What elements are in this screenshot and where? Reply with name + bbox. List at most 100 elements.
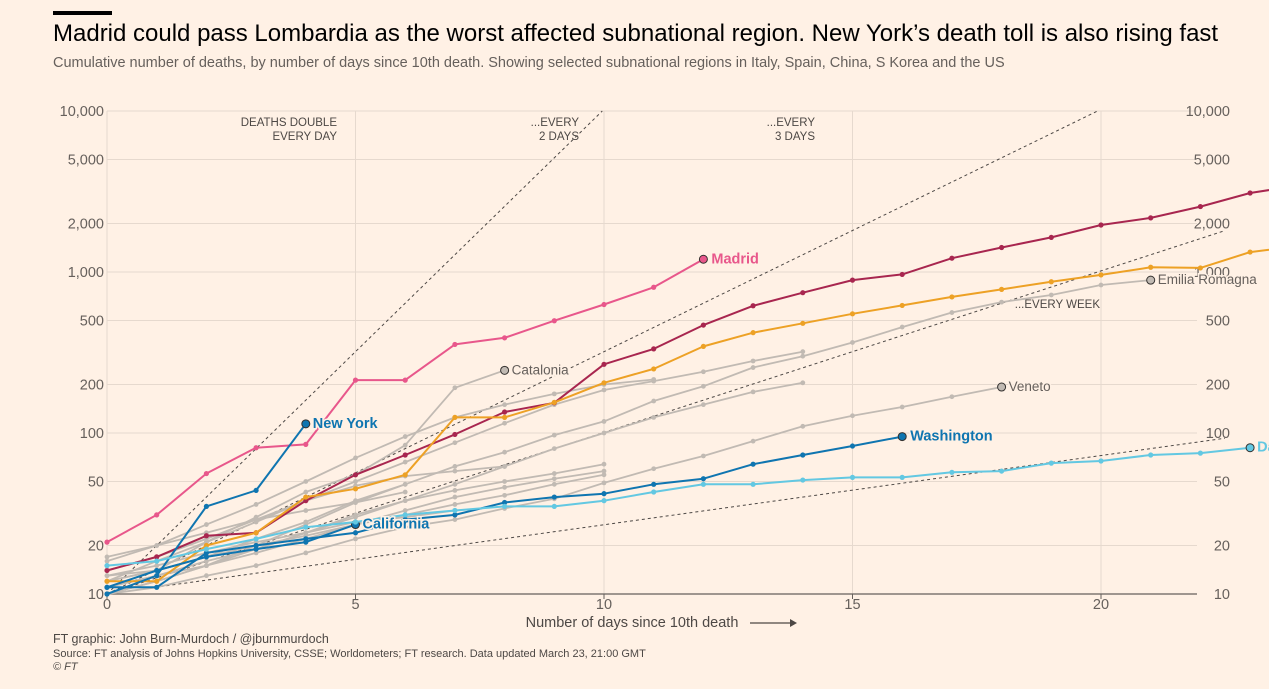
data-point xyxy=(402,377,408,383)
data-point xyxy=(800,380,806,386)
data-point xyxy=(502,464,507,469)
data-point xyxy=(1247,249,1253,255)
data-point xyxy=(800,290,806,296)
reference-line-label: DEATHS DOUBLE EVERY DAY xyxy=(241,117,338,143)
data-point xyxy=(452,502,458,507)
data-point xyxy=(303,550,309,556)
series-label-veneto: Veneto xyxy=(1009,379,1051,394)
data-point xyxy=(651,489,657,495)
data-point xyxy=(551,432,557,438)
y-tick-label-right: 10 xyxy=(1214,587,1230,603)
data-point xyxy=(154,567,160,574)
reference-line-label-line: DEATHS DOUBLE xyxy=(241,117,338,129)
y-tick-label-left: 20 xyxy=(88,539,104,555)
data-point xyxy=(551,494,557,500)
data-point xyxy=(750,330,756,336)
series-label-catalonia: Catalonia xyxy=(512,362,570,377)
data-point xyxy=(1148,452,1154,458)
data-point xyxy=(452,341,458,348)
data-point xyxy=(850,340,855,345)
data-point xyxy=(750,438,756,444)
data-point xyxy=(353,498,358,504)
data-point xyxy=(303,494,309,500)
data-point xyxy=(800,320,806,326)
data-point xyxy=(154,543,160,548)
series-new-york xyxy=(104,419,311,597)
series-end-marker xyxy=(500,365,510,375)
x-tick-label: 20 xyxy=(1093,597,1109,613)
data-point xyxy=(651,346,657,352)
reference-line-label: ...EVERY 3 DAYS xyxy=(767,117,816,143)
data-point xyxy=(203,542,209,549)
reference-line-label-line: EVERY DAY xyxy=(272,131,337,143)
data-point xyxy=(750,358,756,364)
data-point xyxy=(800,349,806,355)
series-end-marker xyxy=(997,382,1007,392)
data-point xyxy=(701,402,706,408)
data-point xyxy=(303,530,309,536)
y-tick-label-left: 10,000 xyxy=(60,104,104,120)
data-point xyxy=(402,472,408,478)
data-point xyxy=(750,303,756,309)
data-point xyxy=(352,519,359,525)
x-tick-label: 0 xyxy=(103,597,111,613)
data-point xyxy=(1048,234,1054,241)
data-point xyxy=(601,491,607,497)
series-end-marker xyxy=(1146,275,1156,285)
data-point xyxy=(502,503,508,510)
data-point xyxy=(1148,264,1154,270)
data-point xyxy=(551,318,557,324)
data-point xyxy=(849,443,856,449)
data-point xyxy=(502,479,507,484)
data-point xyxy=(949,255,955,261)
data-point xyxy=(1098,272,1104,278)
data-point xyxy=(203,554,209,560)
data-point xyxy=(700,481,707,487)
data-point xyxy=(999,244,1005,251)
data-point xyxy=(402,512,408,518)
series-label-daegu: Daegu xyxy=(1257,440,1269,456)
data-point xyxy=(800,452,806,458)
data-point xyxy=(601,419,607,424)
data-point xyxy=(502,499,508,506)
data-point xyxy=(203,533,209,539)
data-point xyxy=(750,389,756,395)
data-point xyxy=(303,498,309,504)
data-point xyxy=(303,508,309,513)
y-tick-label-right: 20 xyxy=(1214,539,1230,555)
data-point xyxy=(651,398,657,404)
data-point xyxy=(999,286,1005,292)
data-point xyxy=(502,449,507,455)
data-point xyxy=(849,277,856,283)
footer-source: Source: FT analysis of Johns Hopkins Uni… xyxy=(53,648,646,660)
data-point xyxy=(601,380,607,386)
data-point xyxy=(502,484,507,490)
data-point xyxy=(452,431,458,438)
data-point xyxy=(601,387,607,393)
data-point xyxy=(601,430,607,436)
data-point xyxy=(402,442,408,448)
data-point xyxy=(303,539,309,545)
data-point xyxy=(700,322,707,328)
grid-layer xyxy=(106,110,1197,594)
data-point xyxy=(353,536,358,542)
data-point xyxy=(750,365,756,370)
data-point xyxy=(601,361,607,367)
y-tick-label-left: 2,000 xyxy=(68,217,104,233)
series-madrid xyxy=(104,254,708,545)
data-point xyxy=(402,434,408,439)
series-end-marker xyxy=(1245,443,1255,453)
series-label-emilia-romagna: Emilia Romagna xyxy=(1158,272,1258,287)
data-point xyxy=(999,299,1004,305)
reference-line-label: ...EVERY WEEK xyxy=(1015,299,1101,311)
data-point xyxy=(402,481,408,487)
data-point xyxy=(104,554,110,560)
data-point xyxy=(899,271,905,278)
data-point xyxy=(1247,190,1253,196)
data-point xyxy=(253,487,259,494)
data-point xyxy=(949,310,955,315)
reference-line-label-line: ...EVERY xyxy=(767,117,816,129)
y-tick-label-right: 1,000 xyxy=(1194,265,1230,281)
